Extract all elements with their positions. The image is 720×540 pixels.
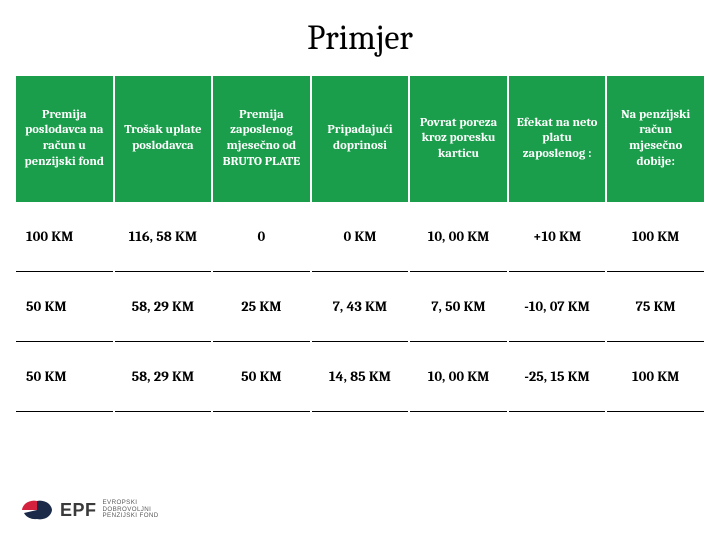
cell: 58, 29 KM [115, 342, 212, 412]
slide-title: Primjer [0, 0, 720, 76]
cell: 7, 43 KM [312, 272, 409, 342]
slide: Primjer Premija poslodavca na račun u pe… [0, 0, 720, 540]
cell: 50 KM [16, 272, 113, 342]
logo-text: EPF EVROPSKI DOBROVOLJNI PENZIJSKI FOND [60, 500, 159, 521]
cell: 25 KM [213, 272, 310, 342]
cell: -10, 07 KM [509, 272, 606, 342]
logo-sub-block: EVROPSKI DOBROVOLJNI PENZIJSKI FOND [103, 500, 159, 520]
cell: 14, 85 KM [312, 342, 409, 412]
logo-main-text: EPF [60, 500, 97, 521]
col-header-5: Efekat na neto platu zaposlenog : [509, 76, 606, 202]
cell: 75 KM [607, 272, 704, 342]
cell: -25, 15 KM [509, 342, 606, 412]
cell: 7, 50 KM [410, 272, 507, 342]
col-header-2: Premija zaposlenog mjesečno od BRUTO PLA… [213, 76, 310, 202]
cell: 0 KM [312, 202, 409, 272]
table-row: 50 KM 58, 29 KM 25 KM 7, 43 KM 7, 50 KM … [16, 272, 704, 342]
col-header-3: Pripadajući doprinosi [312, 76, 409, 202]
cell: 10, 00 KM [410, 202, 507, 272]
cell: 10, 00 KM [410, 342, 507, 412]
cell: 50 KM [213, 342, 310, 412]
col-header-6: Na penzijski račun mjesečno dobije: [607, 76, 704, 202]
cell: 50 KM [16, 342, 113, 412]
logo-sub-3: PENZIJSKI FOND [103, 513, 159, 520]
cell: 100 KM [607, 342, 704, 412]
cell: 100 KM [607, 202, 704, 272]
col-header-0: Premija poslodavca na račun u penzijski … [16, 76, 113, 202]
cell: 58, 29 KM [115, 272, 212, 342]
cell: 0 [213, 202, 310, 272]
cell: +10 KM [509, 202, 606, 272]
cell: 100 KM [16, 202, 113, 272]
col-header-4: Povrat poreza kroz poresku karticu [410, 76, 507, 202]
table-container: Premija poslodavca na račun u penzijski … [0, 76, 720, 412]
cell: 116, 58 KM [115, 202, 212, 272]
table-row: 50 KM 58, 29 KM 50 KM 14, 85 KM 10, 00 K… [16, 342, 704, 412]
example-table: Premija poslodavca na račun u penzijski … [14, 76, 706, 412]
table-row: 100 KM 116, 58 KM 0 0 KM 10, 00 KM +10 K… [16, 202, 704, 272]
table-header-row: Premija poslodavca na račun u penzijski … [16, 76, 704, 202]
logo: EPF EVROPSKI DOBROVOLJNI PENZIJSKI FOND [20, 498, 159, 522]
logo-mark-icon [20, 498, 54, 522]
col-header-1: Trošak uplate poslodavca [115, 76, 212, 202]
